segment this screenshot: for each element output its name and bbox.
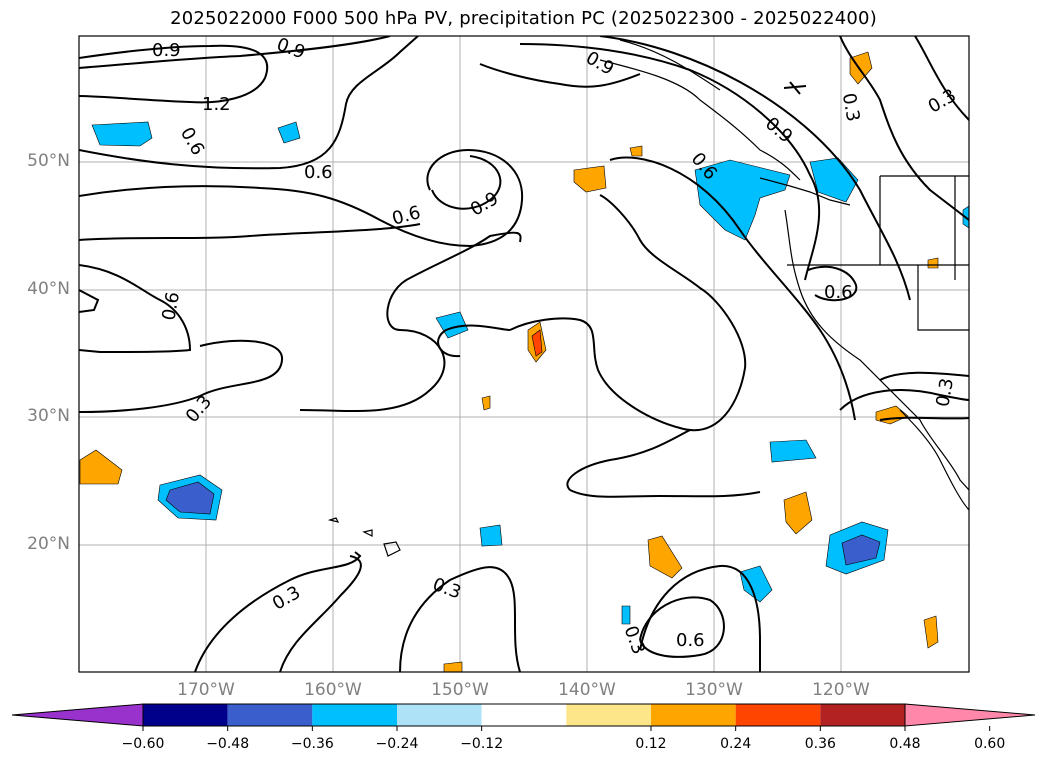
precip-blob-neg: [769, 439, 817, 463]
precip-blob-pos: [481, 395, 491, 411]
colorbar-tick-label: −0.48: [206, 736, 250, 752]
lat-label: 30°N: [27, 406, 70, 426]
lon-label: 130°W: [685, 680, 743, 700]
precip-blob-pos: [783, 491, 813, 535]
precip-blob-neg: [91, 121, 153, 147]
coastlines: [327, 39, 969, 557]
colorbar-tick-label: 0.12: [635, 736, 667, 752]
colorbar-tick-label: 0.60: [974, 736, 1006, 752]
precip-blob-pos: [923, 615, 939, 649]
pv-contours: [79, 36, 969, 672]
colorbar-tick-label: −0.36: [290, 736, 334, 752]
precip-blob-pos: [79, 449, 123, 485]
lon-label: 140°W: [558, 680, 616, 700]
colorbar-tick-label: 0.48: [889, 736, 921, 752]
colorbar-extend-high: [904, 703, 1036, 727]
map-frame: [78, 35, 970, 673]
contour-label: 0.6: [304, 162, 333, 183]
lat-label: 50°N: [27, 151, 70, 171]
precip-blob-red: [531, 329, 543, 357]
gridlines: [79, 36, 969, 672]
contour-label: 0.6: [824, 282, 853, 303]
colorbar-cell: [820, 704, 905, 726]
lon-label: 160°W: [304, 680, 362, 700]
contour-label: 0.9: [152, 40, 181, 61]
precip-blob-neg: [479, 524, 503, 547]
lon-label: 150°W: [431, 680, 489, 700]
colorbar-cell: [566, 704, 651, 726]
colorbar-cell: [143, 704, 228, 726]
contour-label: 0.3: [932, 377, 958, 409]
precip-blob-dark: [165, 481, 215, 515]
colorbar-cell: [227, 704, 313, 726]
colorbar-outline: [142, 703, 906, 727]
precip-blob-dark: [841, 534, 881, 566]
precip-blob-neg: [277, 121, 301, 144]
lat-label: 40°N: [27, 279, 70, 299]
precip-blob-pos: [629, 145, 643, 157]
colorbar-tick-label: 0.24: [720, 736, 752, 752]
precip-blob-neg: [739, 565, 773, 603]
chart-title: 2025022000 F000 500 hPa PV, precipitatio…: [170, 8, 877, 29]
colorbar-cell: [312, 704, 397, 726]
colorbar-tick-label: −0.24: [375, 736, 419, 752]
precip-blob-neg: [621, 605, 631, 625]
colorbar-cell: [397, 704, 482, 726]
precip-blob-pos: [573, 165, 607, 193]
contour-label: 1.2: [202, 94, 231, 115]
colorbar-tick-label: −0.60: [121, 736, 165, 752]
contour-label: 0.6: [676, 630, 705, 651]
precip-blob-pos: [443, 661, 463, 672]
precip-blob-pos: [647, 535, 683, 579]
colorbar-extend-low: [11, 703, 144, 727]
precip-fields: [79, 51, 969, 672]
contour-label: 0.6: [158, 290, 184, 322]
colorbar-cell: [651, 704, 736, 726]
colorbar-cell: [735, 704, 821, 726]
lon-label: 170°W: [177, 680, 235, 700]
lat-label: 20°N: [27, 534, 70, 554]
colorbar-tick-label: 0.36: [804, 736, 836, 752]
lon-label: 120°W: [812, 680, 870, 700]
colorbar-cell: [481, 704, 567, 726]
contour-label: 0.3: [838, 91, 864, 123]
colorbar-tick-label: −0.12: [460, 736, 504, 752]
